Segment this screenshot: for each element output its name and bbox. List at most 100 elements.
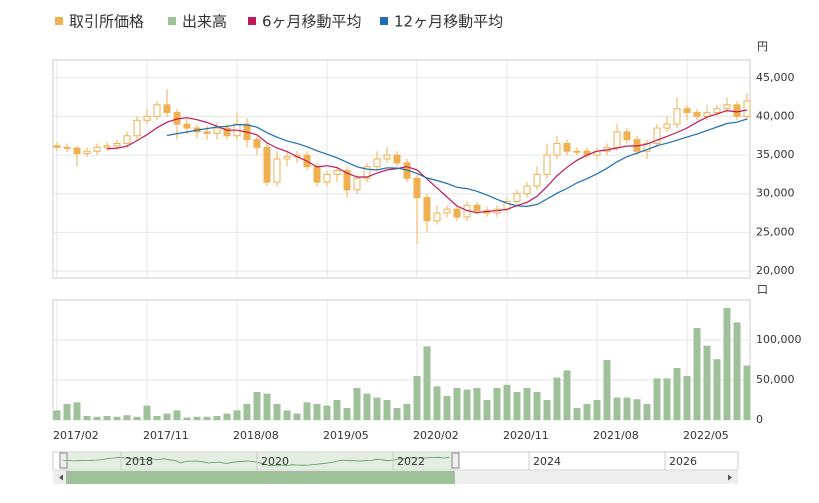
bar [543, 400, 551, 420]
bar [83, 416, 91, 420]
navigator-selection[interactable] [63, 452, 455, 470]
candle-body [123, 135, 131, 144]
candle-body [543, 154, 551, 175]
bar [653, 378, 661, 420]
bar [643, 404, 651, 420]
bar [713, 359, 721, 420]
candle-body [83, 150, 91, 155]
bar [393, 408, 401, 420]
candle-body [473, 204, 481, 212]
candle-body [433, 212, 441, 222]
candle-body [623, 131, 631, 141]
bar [283, 410, 291, 420]
x-tick-label: 2020/02 [413, 429, 459, 442]
candle-body [313, 166, 321, 183]
bar [733, 322, 741, 420]
y-tick-label: 35,000 [756, 148, 795, 161]
candle-body [703, 112, 711, 117]
candle-body [363, 166, 371, 179]
x-tick-label: 2018/08 [233, 429, 279, 442]
bar [613, 397, 621, 420]
bar [603, 360, 611, 420]
bar [273, 404, 281, 420]
candle-body [573, 150, 581, 153]
moving-average-line [166, 118, 748, 208]
candle-body [153, 104, 161, 117]
bar [143, 405, 151, 420]
bar [413, 376, 421, 420]
candle-body [273, 158, 281, 183]
bar [203, 416, 211, 420]
bar [213, 416, 221, 420]
bar [463, 389, 471, 420]
candle-body [93, 146, 101, 152]
bar [233, 410, 241, 420]
bar [693, 328, 701, 420]
bar [103, 416, 111, 420]
bar [743, 365, 751, 420]
bar [333, 400, 341, 420]
candle-body [53, 145, 61, 148]
volume-panel [52, 299, 751, 421]
candle-body [653, 127, 661, 144]
bar [703, 345, 711, 420]
bar [493, 388, 501, 420]
bar [63, 404, 71, 420]
navigator-year: 2020 [261, 455, 289, 468]
bar [483, 400, 491, 420]
navigator-handle[interactable] [451, 452, 460, 469]
bar [313, 404, 321, 420]
candle-body [283, 156, 291, 160]
candle-body [743, 100, 751, 117]
bar [183, 417, 191, 420]
bar [443, 396, 451, 420]
candle-body [613, 131, 621, 148]
candle-body [453, 208, 461, 218]
y-tick-label: 20,000 [756, 264, 795, 277]
candle-body [253, 139, 261, 148]
legend-label: 12ヶ月移動平均 [394, 13, 503, 31]
candle-body [693, 112, 701, 117]
bar [303, 402, 311, 420]
y-tick-label: 100,000 [756, 333, 802, 346]
bar [633, 399, 641, 420]
bar [253, 392, 261, 420]
bar [623, 397, 631, 420]
candle-body [733, 104, 741, 117]
candle-body [513, 193, 521, 202]
bar [673, 368, 681, 420]
bar [373, 397, 381, 420]
navigator-year: 2018 [125, 455, 153, 468]
x-tick-label: 2022/05 [683, 429, 729, 442]
x-tick-label: 2019/05 [323, 429, 369, 442]
bar [93, 416, 101, 420]
bar [533, 392, 541, 420]
bar [583, 404, 591, 420]
candle-body [63, 146, 71, 149]
bar [473, 388, 481, 420]
candle-body [523, 185, 531, 195]
bar [573, 408, 581, 420]
bar [503, 384, 511, 420]
candle-body [553, 142, 561, 156]
bar [73, 402, 81, 420]
candle-body [213, 127, 221, 134]
bar [53, 410, 61, 420]
bar [243, 404, 251, 420]
candle-body [343, 170, 351, 191]
candle-body [713, 108, 721, 114]
candle-body [263, 146, 271, 183]
x-tick-label: 2017/11 [143, 429, 189, 442]
volume-unit: 口 [757, 283, 768, 296]
candle-body [183, 123, 191, 129]
y-tick-label: 30,000 [756, 187, 795, 200]
bar [553, 377, 561, 420]
scrollbar-thumb[interactable] [66, 471, 455, 484]
bar [133, 416, 141, 420]
x-tick-label: 2021/08 [593, 429, 639, 442]
candle-body [133, 119, 141, 137]
candle-body [163, 104, 171, 114]
candle-body [383, 154, 391, 160]
bar [523, 388, 531, 420]
navigator-year: 2026 [669, 455, 697, 468]
